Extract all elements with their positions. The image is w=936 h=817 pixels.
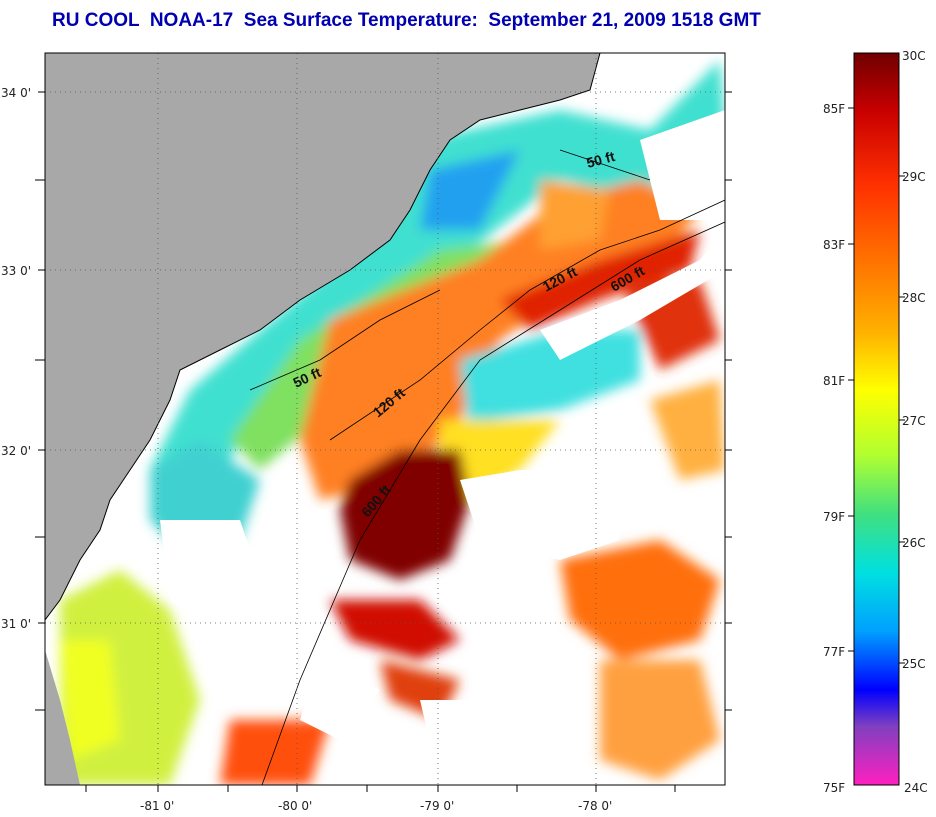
lat-label-33: 33 0' xyxy=(1,264,31,278)
land-mass-south xyxy=(45,650,80,785)
lon-label-79: -79 0' xyxy=(420,799,454,813)
coastline xyxy=(45,53,601,621)
colorbar-label-30c: 30C xyxy=(902,49,926,63)
map-plot-area: 50 ft 50 ft 120 ft 120 ft 600 ft 600 ft xyxy=(45,53,725,785)
colorbar-label-28c: 28C xyxy=(902,291,926,305)
colorbar-label-27c: 27C xyxy=(902,414,926,428)
colorbar-label-85f: 85F xyxy=(823,102,845,116)
colorbar-label-81f: 81F xyxy=(823,374,845,388)
colorbar-label-29c: 29C xyxy=(902,170,926,184)
map-ticks xyxy=(35,91,732,792)
contour-label-50ft-north: 50 ft xyxy=(585,148,617,171)
contour-120ft xyxy=(329,199,725,441)
colorbar: 30C 29C 28C 27C 26C 25C 24C 85F 83F 81F … xyxy=(823,49,928,795)
contour-600ft xyxy=(261,221,725,785)
lon-label-81: -81 0' xyxy=(140,799,174,813)
colorbar-label-75f: 75F xyxy=(823,781,845,795)
colorbar-ticks xyxy=(848,107,905,664)
colorbar-gradient xyxy=(853,52,900,786)
map-title: RU COOL NOAA-17 Sea Surface Temperature:… xyxy=(52,10,761,31)
lat-label-31: 31 0' xyxy=(1,617,31,631)
lon-label-78: -78 0' xyxy=(578,799,612,813)
cloud-patches xyxy=(160,110,725,785)
colorbar-label-79f: 79F xyxy=(823,510,845,524)
colorbar-label-26c: 26C xyxy=(902,536,926,550)
colorbar-label-24c: 24C xyxy=(904,781,928,795)
lat-label-32: 32 0' xyxy=(1,444,31,458)
colorbar-label-77f: 77F xyxy=(823,645,845,659)
colorbar-label-25c: 25C xyxy=(902,657,926,671)
contour-50ft xyxy=(249,149,651,391)
lon-label-80: -80 0' xyxy=(278,799,312,813)
lat-label-34: 34 0' xyxy=(1,86,31,100)
map-frame xyxy=(44,52,726,786)
graticule xyxy=(45,53,725,785)
land-mass xyxy=(45,53,600,620)
colorbar-label-83f: 83F xyxy=(823,238,845,252)
